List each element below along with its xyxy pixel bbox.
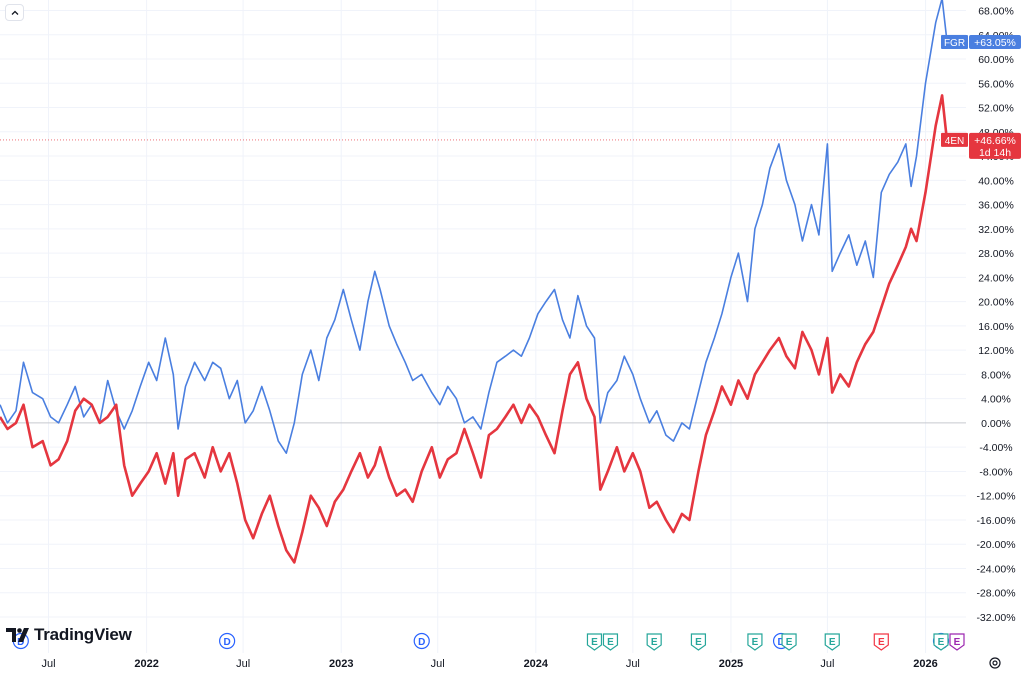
y-tick-label: 20.00% <box>978 297 1014 309</box>
series-name-label: 4EN <box>945 136 964 147</box>
event-marker-e[interactable]: E <box>586 633 603 651</box>
y-tick-label: -20.00% <box>976 539 1015 551</box>
svg-text:E: E <box>695 637 702 648</box>
series-line-fgr[interactable] <box>0 0 948 454</box>
svg-text:E: E <box>591 637 598 648</box>
svg-text:E: E <box>954 637 961 648</box>
gear-icon[interactable] <box>988 656 1002 670</box>
event-marker-e[interactable]: E <box>873 633 889 651</box>
y-tick-label: 40.00% <box>978 175 1014 187</box>
event-marker-e[interactable]: E <box>781 633 797 651</box>
y-tick-label: 60.00% <box>978 54 1014 66</box>
tradingview-logo[interactable]: TradingView <box>6 625 132 645</box>
event-marker-e[interactable]: E <box>933 633 949 651</box>
svg-text:D: D <box>17 637 24 648</box>
svg-text:E: E <box>829 637 836 648</box>
y-tick-label: -28.00% <box>976 588 1015 600</box>
y-tick-label: 0.00% <box>981 418 1011 430</box>
y-axis[interactable]: 68.00%64.00%60.00%56.00%52.00%48.00%44.0… <box>976 6 1015 625</box>
y-tick-label: 12.00% <box>978 345 1014 357</box>
x-tick-label: Jul <box>41 658 55 670</box>
x-tick-label: Jul <box>820 658 834 670</box>
series-value-label: +63.05% <box>974 37 1016 49</box>
y-tick-label: 56.00% <box>978 78 1014 90</box>
x-tick-label: 2022 <box>134 658 158 670</box>
x-tick-label: Jul <box>626 658 640 670</box>
countdown-label: 1d 14h <box>979 147 1011 159</box>
event-marker-e[interactable]: E <box>824 633 840 651</box>
y-tick-label: 4.00% <box>981 394 1011 406</box>
event-markers: DDDEEEEEDEEEDEE <box>12 632 965 651</box>
y-tick-label: 8.00% <box>981 369 1011 381</box>
logo-text: TradingView <box>34 625 132 644</box>
y-tick-label: -24.00% <box>976 563 1015 575</box>
y-tick-label: 24.00% <box>978 272 1014 284</box>
x-tick-label: Jul <box>236 658 250 670</box>
event-marker-e[interactable]: E <box>747 633 763 651</box>
series-lines <box>0 0 966 564</box>
x-tick-label: 2023 <box>329 658 353 670</box>
svg-text:E: E <box>938 637 945 648</box>
y-tick-label: -32.00% <box>976 612 1015 624</box>
y-tick-label: 52.00% <box>978 103 1014 115</box>
x-tick-label: 2025 <box>719 658 743 670</box>
event-marker-d[interactable]: D <box>219 632 236 650</box>
svg-text:E: E <box>607 637 614 648</box>
svg-text:E: E <box>878 637 885 648</box>
chart-grid <box>0 0 966 653</box>
svg-text:D: D <box>418 637 425 648</box>
x-tick-label: Jul <box>431 658 445 670</box>
last-value-label-fgr: FGR +63.05% <box>941 35 1021 49</box>
last-value-label-4en: 4EN +46.66%1d 14h <box>941 132 1021 159</box>
collapse-legend-button[interactable] <box>5 4 24 21</box>
series-line-4en[interactable] <box>0 94 949 564</box>
y-tick-label: -8.00% <box>979 466 1012 478</box>
event-marker-e[interactable]: E <box>646 633 662 651</box>
svg-text:D: D <box>224 637 231 648</box>
event-marker-d[interactable]: D <box>413 632 430 650</box>
event-marker-e[interactable]: E <box>690 633 707 651</box>
y-tick-label: 32.00% <box>978 224 1014 236</box>
y-tick-label: 68.00% <box>978 6 1014 18</box>
svg-text:D: D <box>777 637 784 648</box>
y-tick-label: -12.00% <box>976 491 1015 503</box>
x-tick-label: 2024 <box>524 658 549 670</box>
y-tick-label: -16.00% <box>976 515 1015 527</box>
x-axis[interactable]: Jul 2022 Jul 2023 Jul 2024 Jul 2025 Jul 2026 <box>41 658 937 670</box>
series-last-value-labels: FGR +63.05% 4EN +46.66%1d 14h <box>941 35 1021 159</box>
y-tick-label: 36.00% <box>978 200 1014 212</box>
series-value-label: +46.66% <box>974 135 1016 147</box>
svg-text:E: E <box>786 637 793 648</box>
event-marker-e[interactable]: E <box>949 633 965 651</box>
svg-text:E: E <box>752 637 759 648</box>
y-tick-label: 28.00% <box>978 248 1014 260</box>
chevron-up-icon <box>11 10 18 15</box>
x-tick-label: 2026 <box>913 658 937 670</box>
series-name-label: FGR <box>944 38 965 49</box>
y-tick-label: 16.00% <box>978 321 1014 333</box>
y-tick-label: -4.00% <box>979 442 1012 454</box>
event-marker-e[interactable]: E <box>602 633 619 651</box>
svg-text:E: E <box>651 637 658 648</box>
tradingview-logo-icon <box>6 628 29 642</box>
